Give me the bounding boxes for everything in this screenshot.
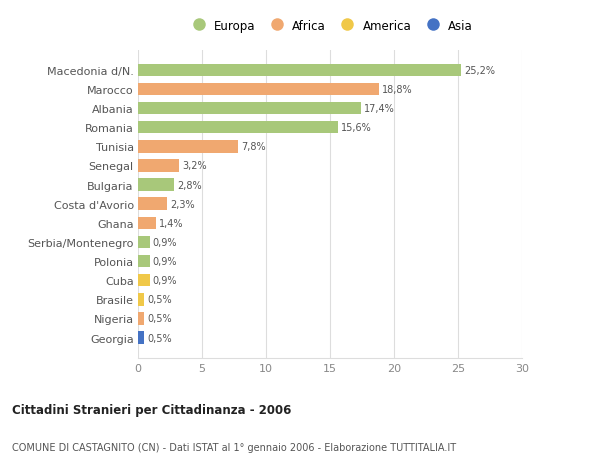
- Bar: [138, 255, 149, 268]
- Bar: [138, 236, 149, 249]
- Bar: [138, 293, 145, 306]
- Bar: [138, 274, 149, 287]
- Text: 7,8%: 7,8%: [241, 142, 266, 152]
- Text: 18,8%: 18,8%: [382, 85, 412, 95]
- Text: 0,5%: 0,5%: [148, 295, 172, 305]
- Legend: Europa, Africa, America, Asia: Europa, Africa, America, Asia: [187, 19, 473, 33]
- Bar: [138, 141, 238, 153]
- Bar: [138, 103, 361, 115]
- Text: 17,4%: 17,4%: [364, 104, 395, 114]
- Text: 2,8%: 2,8%: [177, 180, 202, 190]
- Bar: [138, 198, 167, 211]
- Bar: [138, 64, 461, 77]
- Text: 0,9%: 0,9%: [153, 237, 177, 247]
- Text: 15,6%: 15,6%: [341, 123, 371, 133]
- Bar: [138, 160, 179, 172]
- Text: Cittadini Stranieri per Cittadinanza - 2006: Cittadini Stranieri per Cittadinanza - 2…: [12, 403, 292, 416]
- Text: 25,2%: 25,2%: [464, 66, 495, 76]
- Text: 1,4%: 1,4%: [159, 218, 184, 228]
- Text: 0,9%: 0,9%: [153, 275, 177, 285]
- Text: 0,5%: 0,5%: [148, 314, 172, 324]
- Bar: [138, 84, 379, 96]
- Text: 0,5%: 0,5%: [148, 333, 172, 343]
- Bar: [138, 313, 145, 325]
- Text: 0,9%: 0,9%: [153, 257, 177, 267]
- Bar: [138, 217, 156, 230]
- Text: 2,3%: 2,3%: [170, 199, 195, 209]
- Text: COMUNE DI CASTAGNITO (CN) - Dati ISTAT al 1° gennaio 2006 - Elaborazione TUTTITA: COMUNE DI CASTAGNITO (CN) - Dati ISTAT a…: [12, 442, 456, 452]
- Bar: [138, 179, 174, 191]
- Bar: [138, 122, 338, 134]
- Text: 3,2%: 3,2%: [182, 161, 207, 171]
- Bar: [138, 332, 145, 344]
